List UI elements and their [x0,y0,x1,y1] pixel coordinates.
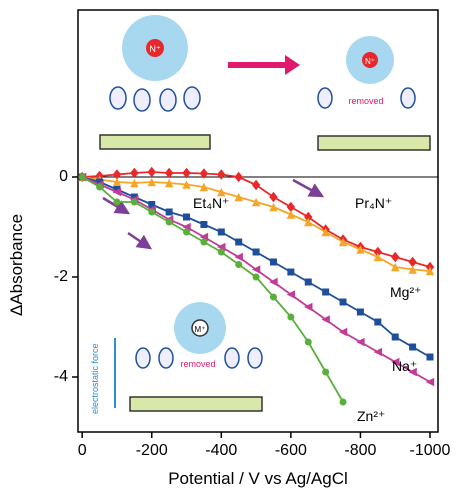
series-label: Pr₄N⁺ [355,195,392,211]
marker [374,253,382,261]
marker [79,174,86,181]
bottom-cartoon: M⁺ removed electrostatic force [90,302,262,414]
x-axis-label: Potential / V vs Ag/AgCl [168,469,348,488]
marker [200,239,207,246]
marker [253,249,260,256]
marker [148,167,156,177]
marker [374,319,381,326]
marker [357,309,364,316]
marker [235,239,242,246]
x-tick-label: 0 [78,442,87,459]
marker [391,252,399,262]
removed-label: removed [348,96,383,106]
ion-label: M⁺ [195,325,206,334]
y-tick-label: -4 [54,368,68,385]
marker [234,253,242,261]
removed-label: removed [180,359,215,369]
marker [218,249,225,256]
series-label: Zn²⁺ [357,408,385,424]
marker [287,269,294,276]
y-axis-label: ΔAbsorbance [7,214,26,316]
y-tick-label: 0 [59,168,68,185]
x-tick-label: -800 [344,442,376,459]
marker [252,180,260,190]
marker [183,214,190,221]
force-label: electrostatic force [90,343,100,414]
marker [270,259,277,266]
marker [426,378,434,386]
marker [340,399,347,406]
chart: N⁺ N⁺ removed M⁺ removed electrostatic f… [0,0,458,493]
x-tick-label: -400 [205,442,237,459]
marker [374,348,382,356]
marker [166,209,173,216]
marker [427,354,434,361]
marker [235,261,242,268]
marker [287,210,295,218]
marker [392,334,399,341]
arrow-head [285,55,300,75]
marker [148,209,155,216]
series-label: Mg²⁺ [390,284,422,300]
top-cartoon: N⁺ N⁺ removed [100,15,430,150]
ion-label: N⁺ [149,44,160,54]
x-tick-label: -600 [275,442,307,459]
marker [218,229,225,236]
marker [287,314,294,321]
electrode [130,397,262,411]
marker [305,339,312,346]
marker [269,192,277,202]
x-tick-label: -1000 [410,442,451,459]
x-tick-label: -200 [136,442,168,459]
ion-label: N⁺ [365,57,375,66]
electrode [100,135,210,149]
marker [270,294,277,301]
marker [200,221,207,228]
marker [356,338,364,346]
electrode [318,136,430,150]
marker [183,229,190,236]
series-label: Na⁺ [392,358,417,374]
series-label: Et₄N⁺ [193,195,229,211]
marker [409,344,416,351]
y-tick-label: -2 [54,268,68,285]
marker [253,274,260,281]
marker [217,169,225,179]
marker [113,199,120,206]
marker [322,289,329,296]
marker [322,369,329,376]
marker [131,199,138,206]
marker [305,279,312,286]
marker [96,184,103,191]
marker [166,219,173,226]
marker [234,172,242,182]
marker [340,299,347,306]
